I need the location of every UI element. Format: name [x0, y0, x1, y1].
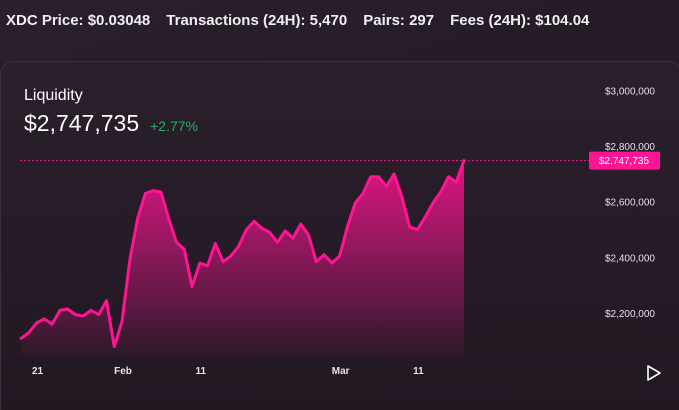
- y-axis: $2,200,000 $2,400,000 $2,600,000 $2,800,000…: [605, 86, 655, 320]
- liquidity-series-line: [19, 159, 466, 349]
- current-value-badge: $2,747,735: [589, 151, 660, 170]
- liquidity-change: +2.77%: [150, 118, 198, 134]
- x-tick-label: Mar: [332, 366, 350, 377]
- x-axis: 21 Feb 11 Mar 11: [32, 366, 424, 377]
- stat-transactions: Transactions (24H): 5,470: [166, 12, 347, 29]
- x-tick-label: 21: [32, 366, 44, 377]
- stats-bar: XDC Price: $0.03048 Transactions (24H): …: [0, 0, 679, 40]
- x-tick-label: Feb: [114, 366, 132, 377]
- card-value-row: $2,747,735 +2.77%: [24, 110, 198, 137]
- stat-label: Fees (24H):: [450, 11, 531, 29]
- stat-value: 297: [409, 11, 435, 29]
- x-tick-label: 11: [413, 366, 424, 377]
- stat-xdc-price: XDC Price: $0.03048: [6, 12, 150, 29]
- stat-label: XDC Price:: [6, 11, 84, 29]
- liquidity-area: [21, 160, 464, 355]
- stat-value: $104.04: [535, 11, 590, 29]
- stat-label: Transactions (24H):: [166, 11, 306, 29]
- current-value-label: $2,747,735: [599, 156, 649, 167]
- y-tick-label: $3,000,000: [605, 86, 655, 97]
- current-value-badge-bg: [589, 151, 660, 170]
- stat-label: Pairs:: [363, 11, 405, 29]
- x-tick-label: 11: [195, 366, 206, 377]
- stat-fees: Fees (24H): $104.04: [450, 12, 589, 29]
- y-tick-label: $2,800,000: [605, 142, 655, 153]
- stat-value: 5,470: [309, 11, 348, 29]
- y-tick-label: $2,200,000: [605, 309, 655, 320]
- card-title: Liquidity: [24, 87, 83, 104]
- y-tick-label: $2,400,000: [605, 253, 655, 264]
- y-tick-label: $2,600,000: [605, 198, 655, 209]
- play-icon[interactable]: [646, 364, 662, 382]
- liquidity-value: $2,747,735: [24, 110, 140, 136]
- stat-pairs: Pairs: 297: [363, 12, 434, 29]
- stat-value: $0.03048: [87, 11, 151, 29]
